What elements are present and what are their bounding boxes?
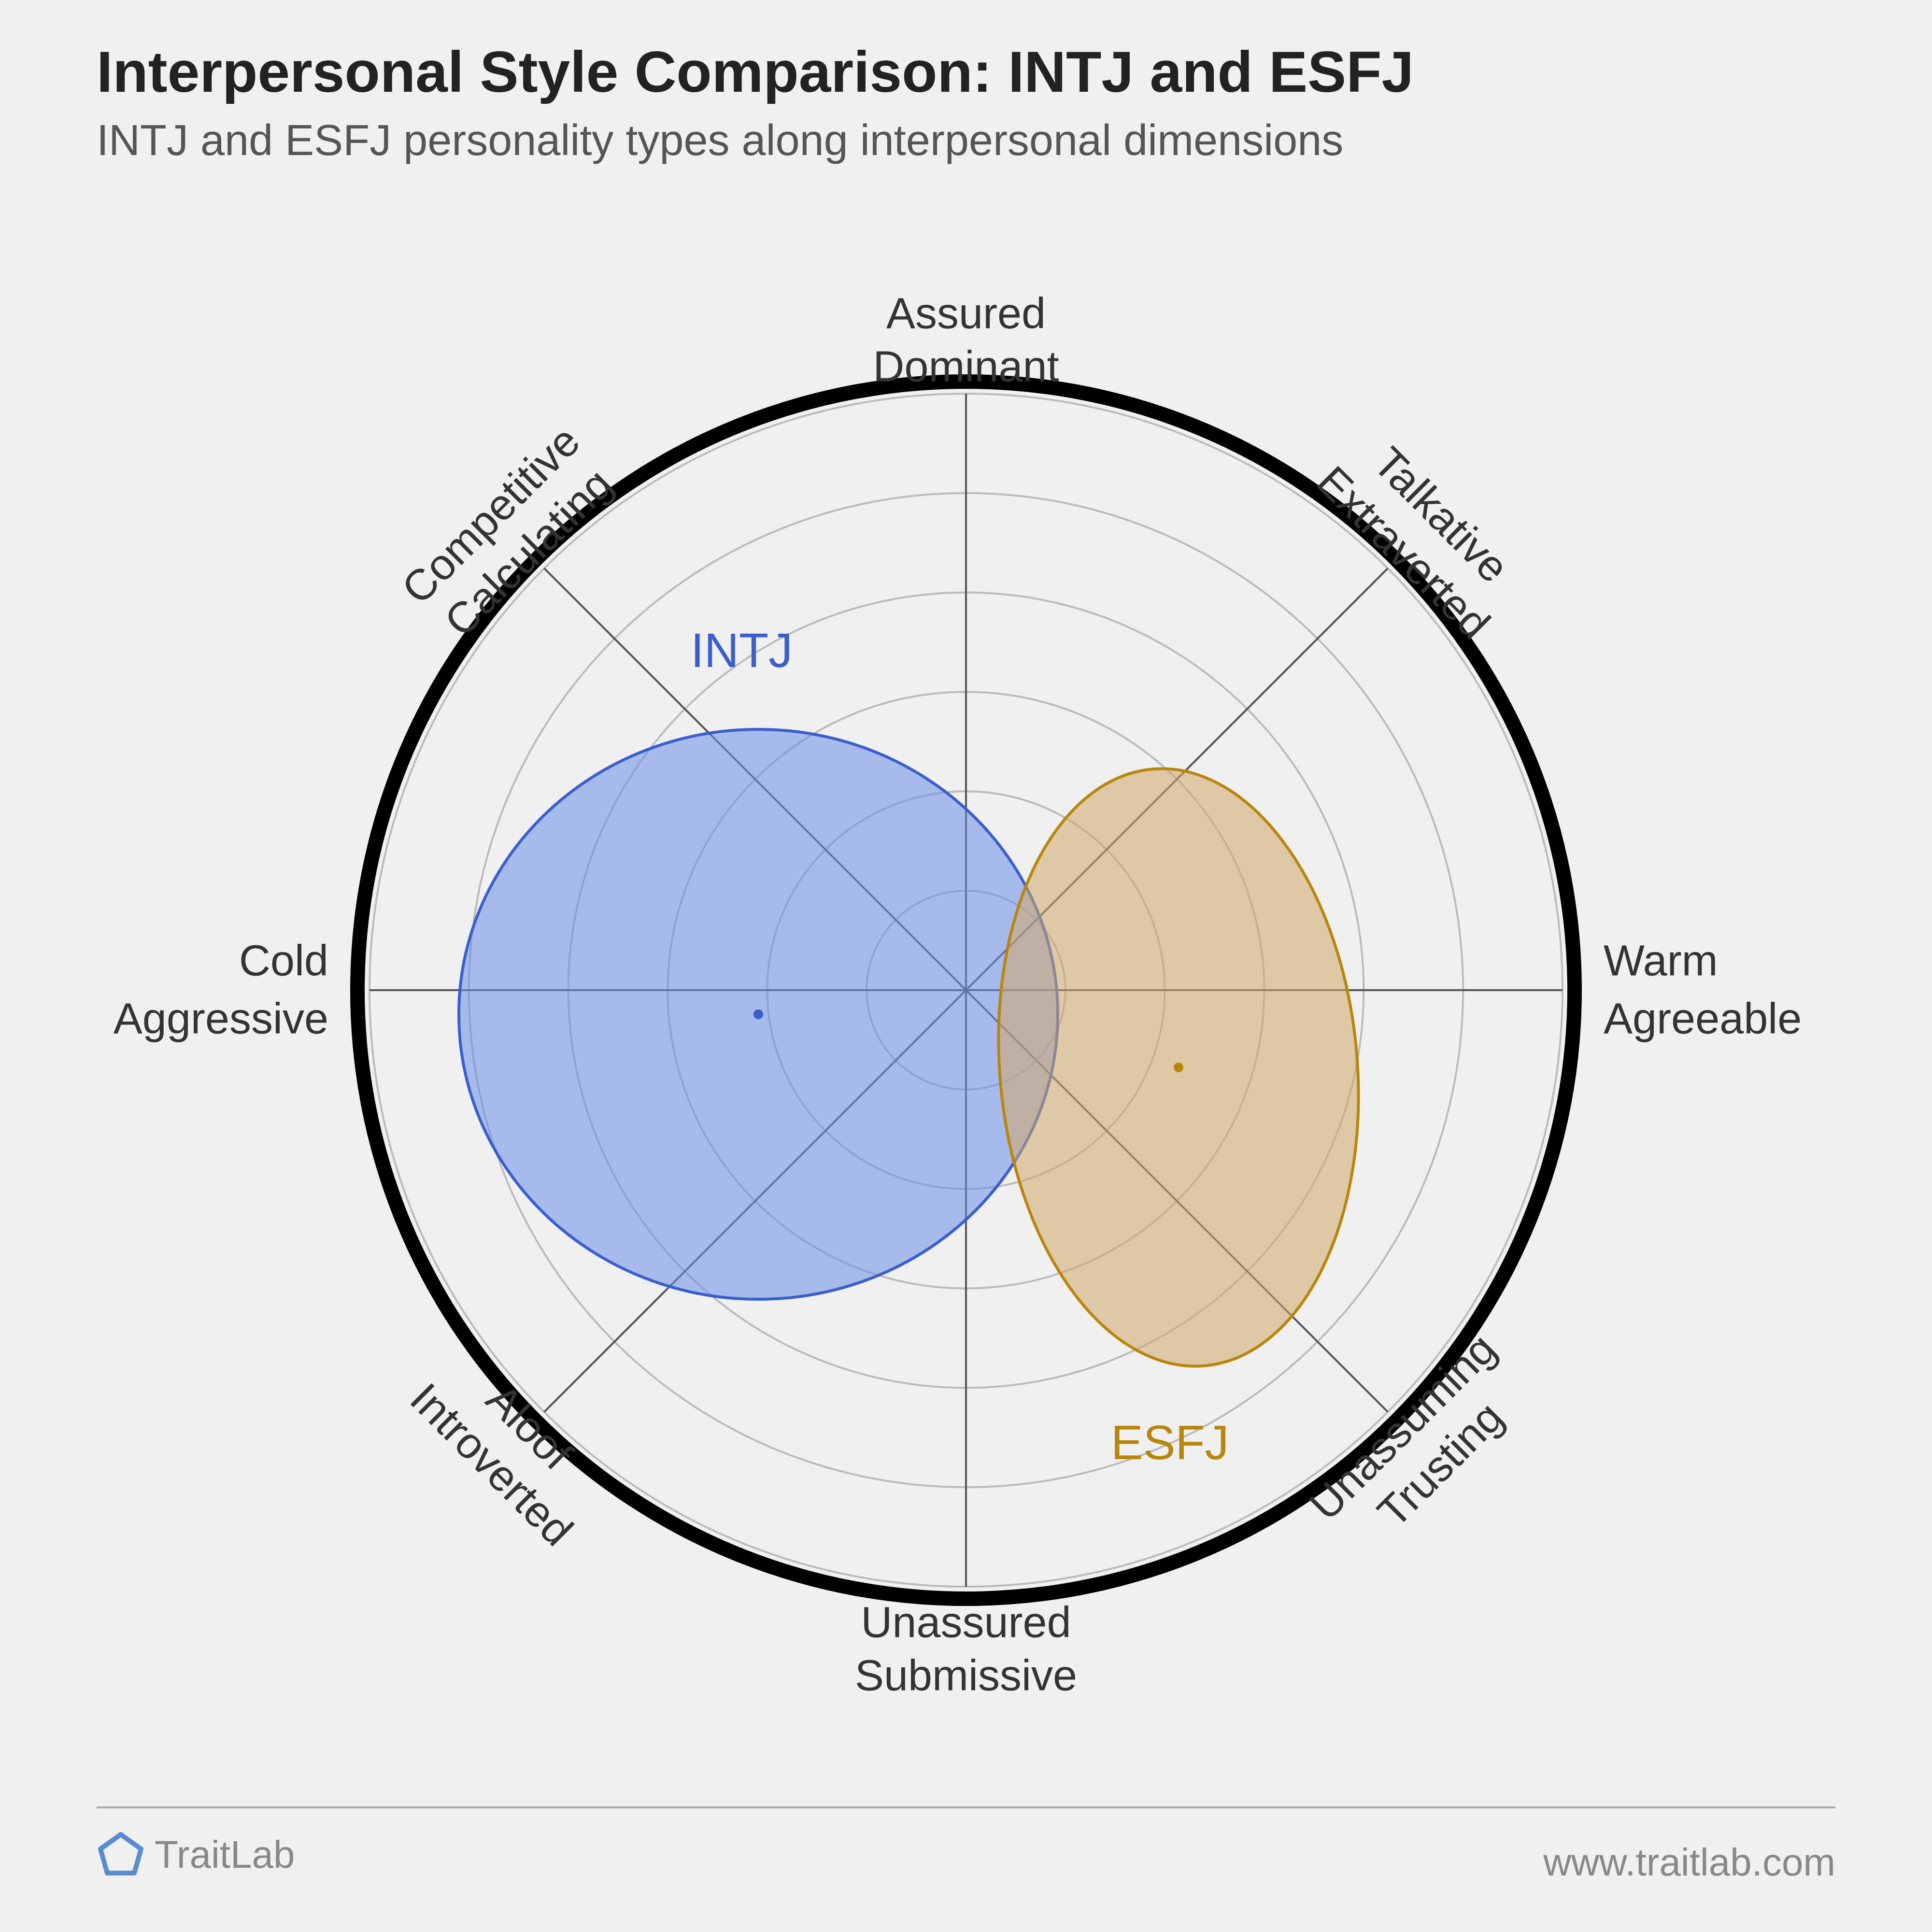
axis-label: Assured bbox=[886, 289, 1046, 339]
chart-container: Interpersonal Style Comparison: INTJ and… bbox=[0, 0, 1932, 1932]
brand-pentagon-icon bbox=[97, 1831, 145, 1879]
series-center-esfj bbox=[1174, 1063, 1183, 1072]
series-label-esfj: ESFJ bbox=[1111, 1415, 1229, 1471]
axis-label: Unassured bbox=[861, 1598, 1071, 1648]
axis-label: Dominant bbox=[873, 342, 1059, 392]
axis-label: Aggressive bbox=[114, 994, 328, 1044]
footer-url: www.traitlab.com bbox=[1543, 1840, 1835, 1885]
footer-brand: TraitLab bbox=[97, 1831, 295, 1879]
axis-label: Submissive bbox=[855, 1651, 1077, 1701]
series-label-intj: INTJ bbox=[691, 623, 793, 679]
axis-label: Agreeable bbox=[1604, 994, 1802, 1044]
footer-divider bbox=[97, 1806, 1835, 1808]
axis-label: Cold bbox=[239, 937, 328, 986]
axis-label: Warm bbox=[1604, 937, 1718, 986]
brand-text: TraitLab bbox=[155, 1833, 295, 1877]
series-center-intj bbox=[753, 1009, 763, 1019]
